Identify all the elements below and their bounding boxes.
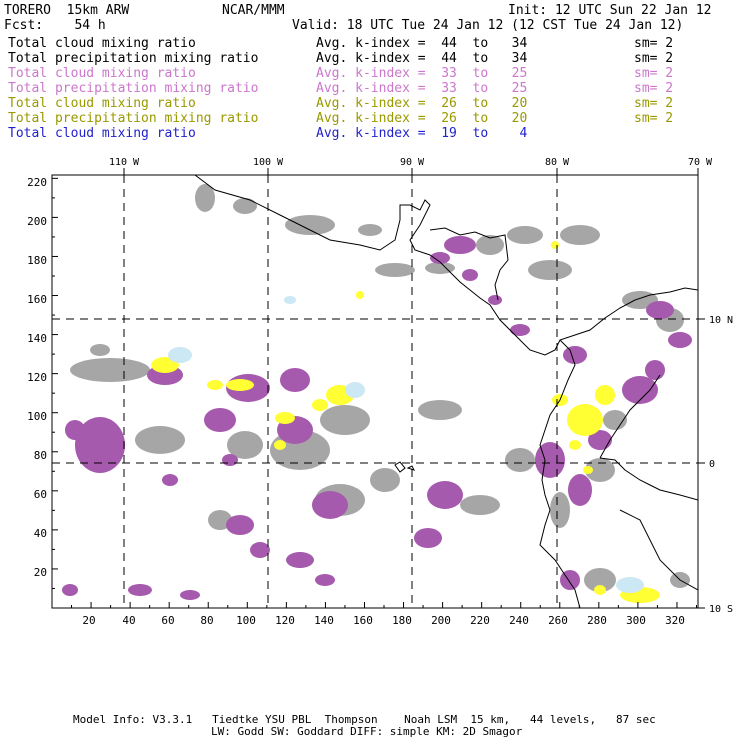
legend-kindex: Avg. k-index = 26 to 20 bbox=[316, 111, 528, 126]
index-ticks bbox=[51, 177, 697, 609]
org-label: NCAR/MMM bbox=[222, 3, 285, 18]
y-index-label: 160 bbox=[27, 293, 47, 306]
legend-field: Total cloud mixing ratio bbox=[8, 36, 196, 51]
bottom-axis: 20 40 60 80 100 120 140 160 180 200 220 … bbox=[82, 614, 685, 627]
x-index-label: 100 bbox=[236, 614, 256, 627]
footer-model-info: Model Info: V3.3.1 Tiedtke YSU PBL Thomp… bbox=[73, 713, 656, 726]
legend-kindex: Avg. k-index = 33 to 25 bbox=[316, 81, 528, 96]
legend-field: Total precipitation mixing ratio bbox=[8, 51, 259, 66]
x-index-label: 60 bbox=[161, 614, 174, 627]
valid-time: Valid: 18 UTC Tue 24 Jan 12 (12 CST Tue … bbox=[292, 18, 684, 33]
field-layer bbox=[62, 175, 698, 608]
legend-sm: sm= 2 bbox=[634, 66, 674, 81]
legend-sm: sm= 2 bbox=[634, 111, 674, 126]
x-index-label: 120 bbox=[275, 614, 295, 627]
x-index-label: 80 bbox=[200, 614, 213, 627]
y-index-label: 100 bbox=[27, 410, 47, 423]
gray-cloud-cells bbox=[70, 184, 690, 592]
y-index-label: 200 bbox=[27, 215, 47, 228]
lon-label: 90 W bbox=[400, 157, 425, 168]
y-index-label: 220 bbox=[27, 176, 47, 189]
forecast-hour: Fcst: 54 h bbox=[4, 18, 106, 33]
blue-cloud-cells bbox=[168, 296, 644, 593]
y-index-label: 180 bbox=[27, 254, 47, 267]
lonlat-ticks bbox=[123, 168, 705, 609]
x-index-label: 40 bbox=[122, 614, 135, 627]
plot-frame bbox=[51, 174, 699, 609]
model-title: TORERO 15km ARW bbox=[4, 3, 130, 18]
left-axis: 220 200 180 160 140 120 100 80 60 40 20 bbox=[27, 176, 47, 579]
lat-label: 0 bbox=[709, 459, 715, 470]
x-index-label: 300 bbox=[626, 614, 646, 627]
legend-field: Total precipitation mixing ratio bbox=[8, 81, 259, 96]
right-axis: 10 N 0 10 S bbox=[709, 315, 733, 615]
legend-sm: sm= 2 bbox=[634, 36, 674, 51]
legend-kindex: Avg. k-index = 33 to 25 bbox=[316, 66, 528, 81]
lat-label: 10 N bbox=[709, 315, 733, 326]
x-index-label: 320 bbox=[665, 614, 685, 627]
legend-field: Total cloud mixing ratio bbox=[8, 66, 196, 81]
legend-sm: sm= 2 bbox=[634, 51, 674, 66]
x-index-label: 280 bbox=[587, 614, 607, 627]
latlon-grid bbox=[52, 175, 698, 608]
legend-kindex: Avg. k-index = 44 to 34 bbox=[316, 51, 528, 66]
x-index-label: 160 bbox=[353, 614, 373, 627]
legend-kindex: Avg. k-index = 44 to 34 bbox=[316, 36, 528, 51]
lon-label: 100 W bbox=[253, 157, 284, 168]
coastlines bbox=[194, 175, 698, 608]
legend-field: Total cloud mixing ratio bbox=[8, 96, 196, 111]
legend-kindex: Avg. k-index = 19 to 4 bbox=[316, 126, 528, 141]
x-index-label: 240 bbox=[509, 614, 529, 627]
x-index-label: 20 bbox=[82, 614, 95, 627]
legend-field: Total cloud mixing ratio bbox=[8, 126, 196, 141]
y-index-label: 140 bbox=[27, 332, 47, 345]
x-index-label: 140 bbox=[314, 614, 334, 627]
legend-sm: sm= 2 bbox=[634, 81, 674, 96]
y-index-label: 40 bbox=[34, 527, 47, 540]
legend-sm: sm= 2 bbox=[634, 96, 674, 111]
x-index-label: 220 bbox=[470, 614, 490, 627]
lat-label: 10 S bbox=[709, 604, 733, 615]
yellow-cloud-cells bbox=[151, 241, 660, 603]
footer-physics-info: LW: Godd SW: Goddard DIFF: simple KM: 2D… bbox=[211, 725, 523, 738]
x-index-label: 200 bbox=[431, 614, 451, 627]
x-index-label: 260 bbox=[548, 614, 568, 627]
init-time: Init: 12 UTC Sun 22 Jan 12 bbox=[508, 3, 712, 18]
y-index-label: 80 bbox=[34, 449, 47, 462]
lon-label: 70 W bbox=[688, 157, 713, 168]
legend-field: Total precipitation mixing ratio bbox=[8, 111, 259, 126]
y-index-label: 120 bbox=[27, 371, 47, 384]
legend-kindex: Avg. k-index = 26 to 20 bbox=[316, 96, 528, 111]
y-index-label: 20 bbox=[34, 566, 47, 579]
y-index-label: 60 bbox=[34, 488, 47, 501]
lon-label: 110 W bbox=[109, 157, 140, 168]
top-axis: 110 W 100 W 90 W 80 W 70 W bbox=[109, 157, 713, 168]
lon-label: 80 W bbox=[545, 157, 570, 168]
purple-cloud-cells bbox=[62, 236, 692, 600]
x-index-label: 180 bbox=[392, 614, 412, 627]
